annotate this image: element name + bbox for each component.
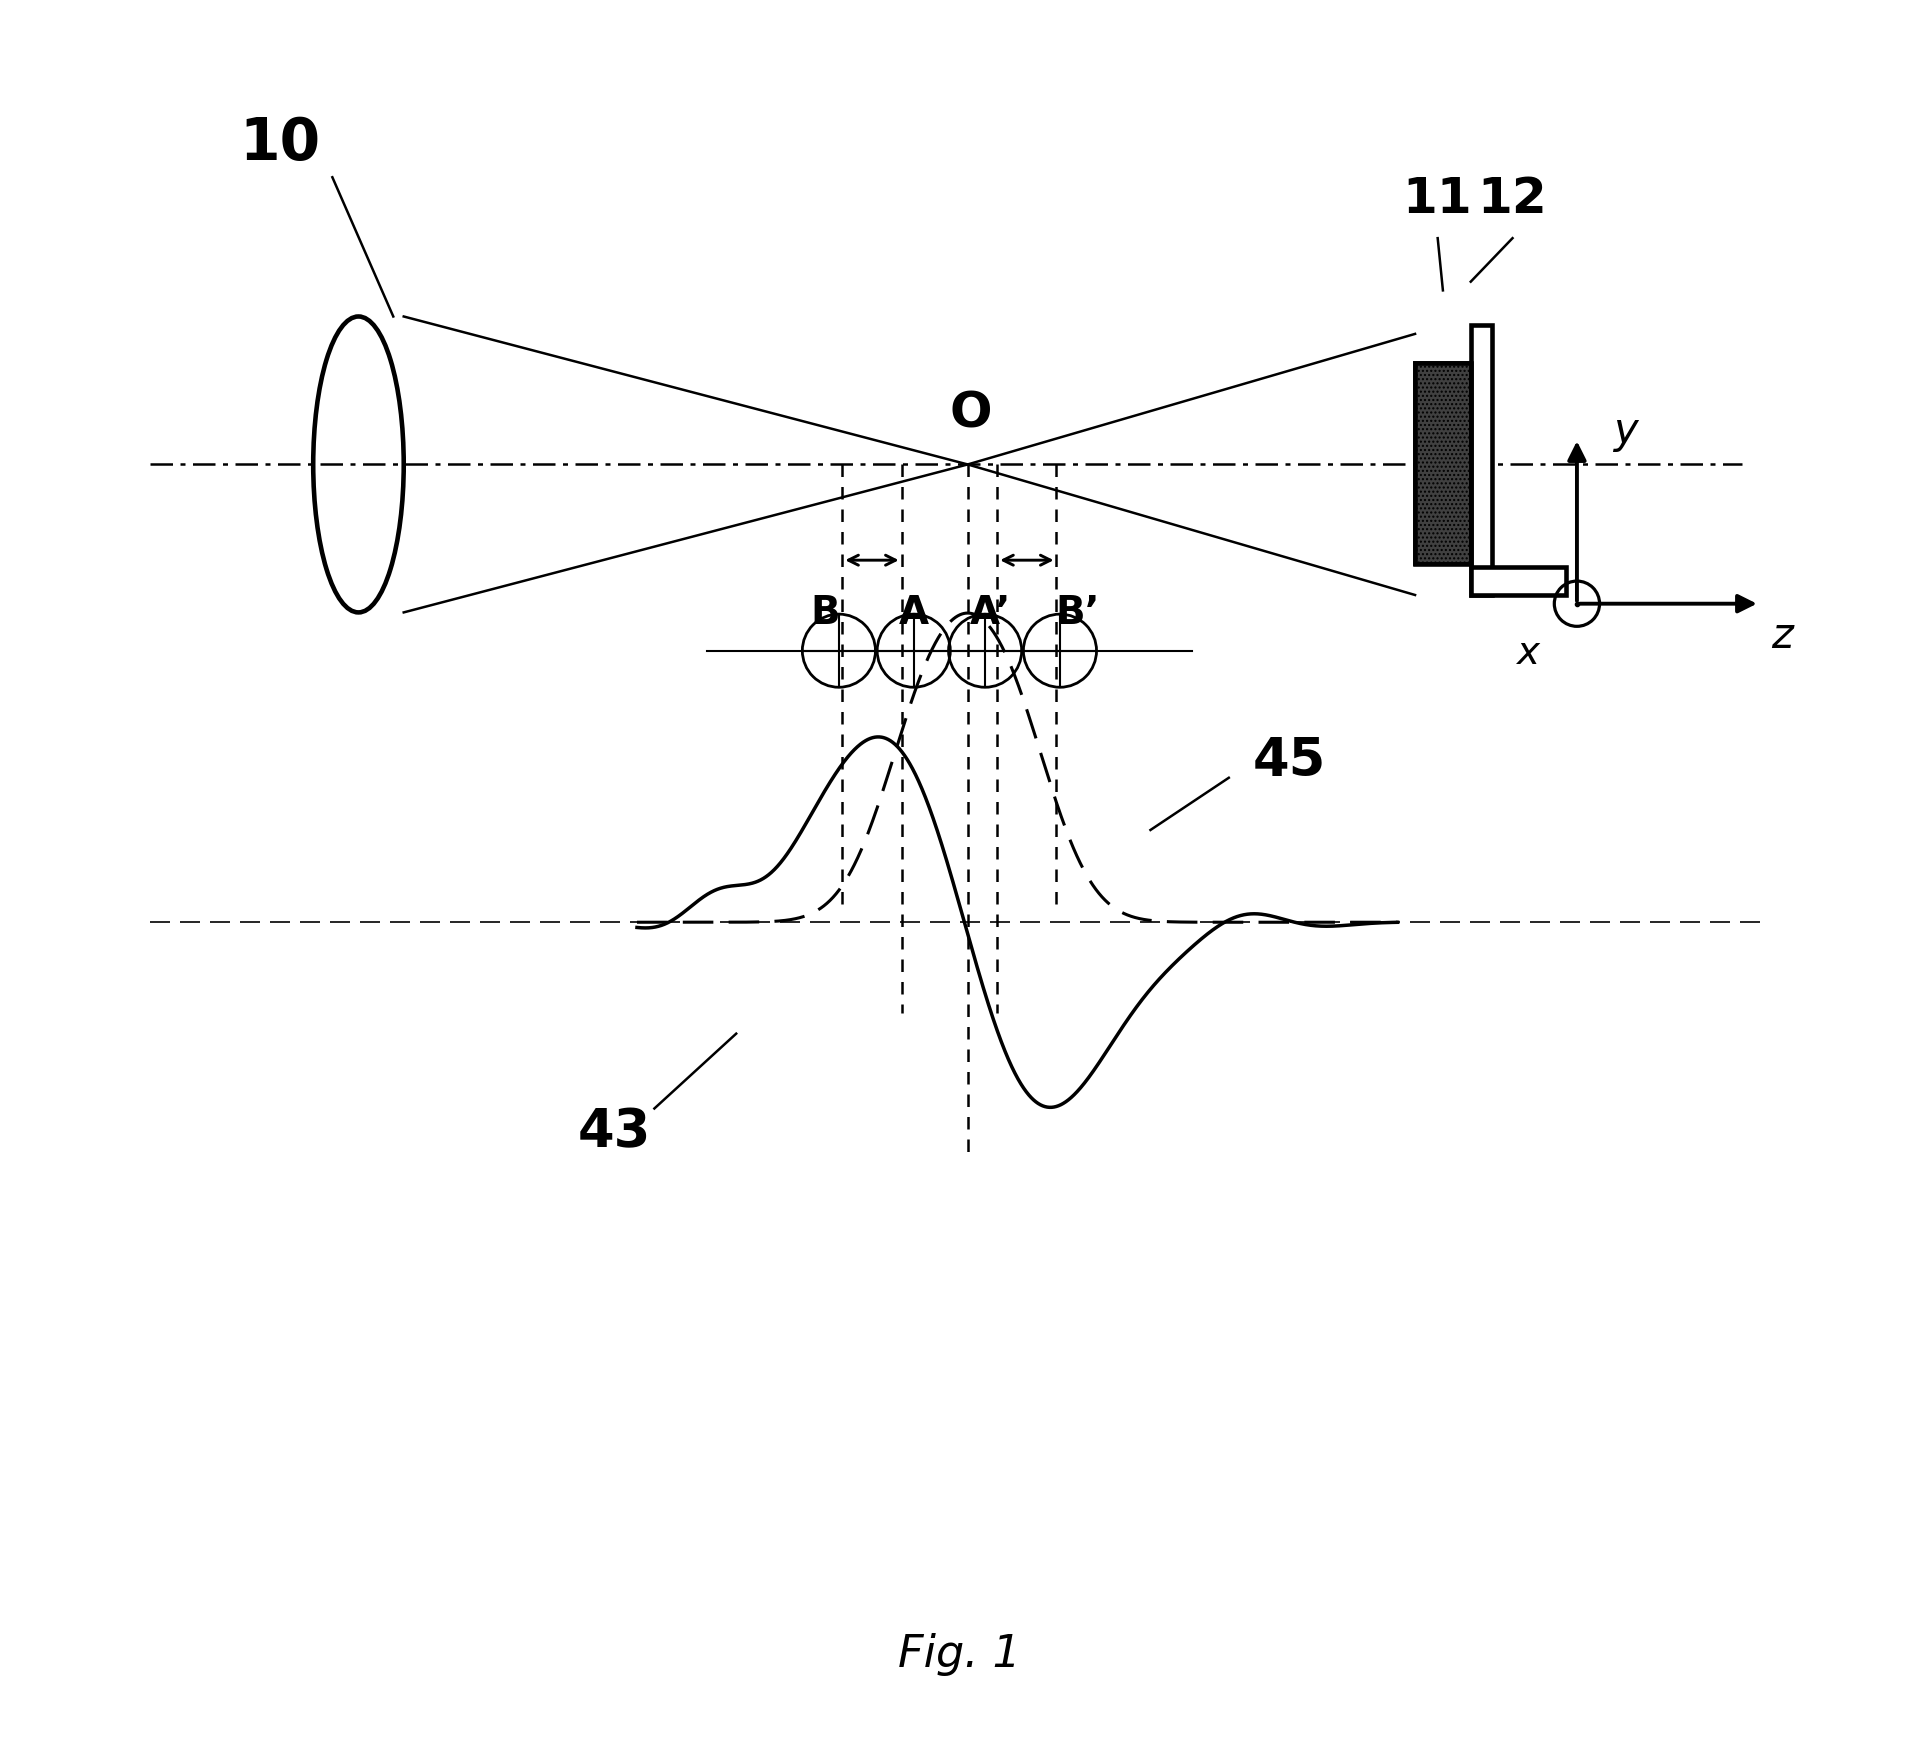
Text: A: A — [900, 594, 928, 633]
Text: 10: 10 — [240, 115, 320, 171]
Text: Fig. 1: Fig. 1 — [898, 1633, 1020, 1675]
Bar — [1471, 568, 1567, 596]
Text: 43: 43 — [577, 1105, 650, 1157]
Bar — [1415, 364, 1471, 565]
Text: y: y — [1613, 409, 1638, 451]
Text: O: O — [949, 390, 992, 437]
Text: z: z — [1772, 615, 1793, 657]
Text: B: B — [809, 594, 840, 633]
Text: 12: 12 — [1477, 175, 1548, 224]
Bar — [1471, 327, 1492, 596]
Text: 11: 11 — [1402, 175, 1473, 224]
Text: 45: 45 — [1252, 734, 1327, 787]
Bar — [1415, 364, 1471, 565]
Text: A’: A’ — [971, 594, 1011, 633]
Text: B’: B’ — [1055, 594, 1099, 633]
Text: x: x — [1517, 635, 1540, 671]
